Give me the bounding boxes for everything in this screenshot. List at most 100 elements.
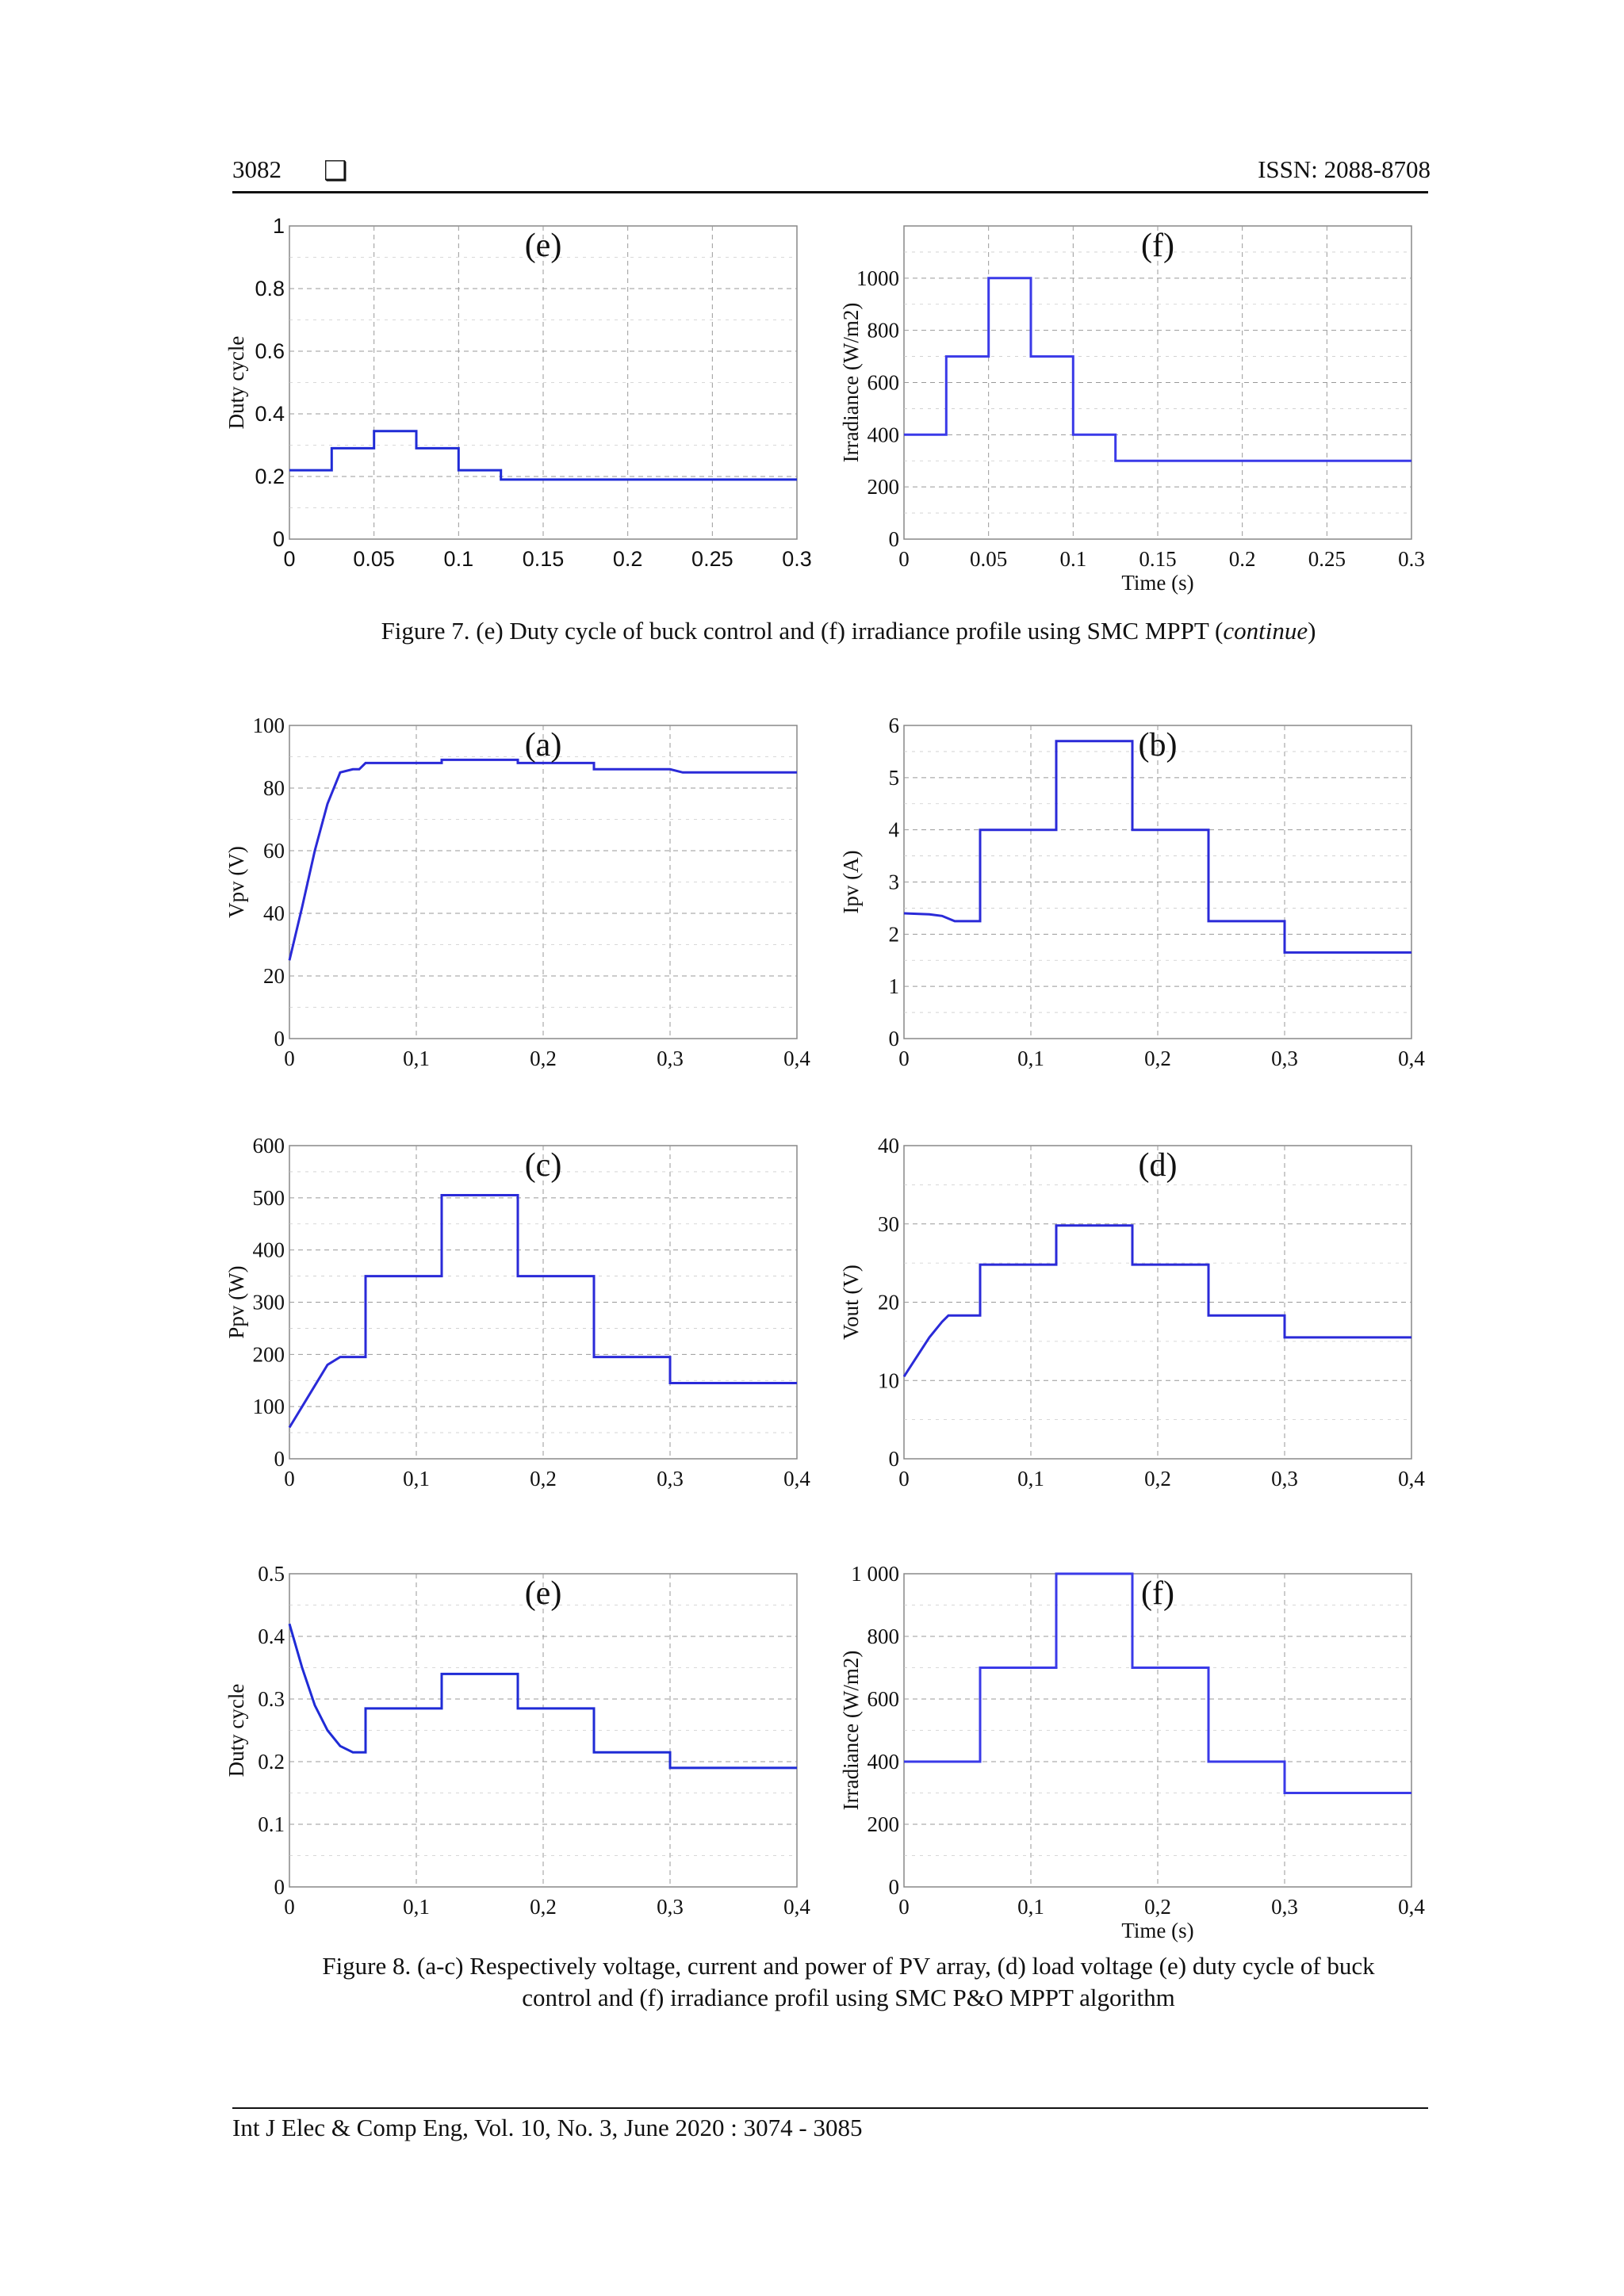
y-tick-label: 800 <box>868 1624 900 1648</box>
x-tick-label: 0,4 <box>1398 1047 1425 1070</box>
x-tick-label: 0,4 <box>1398 1895 1425 1919</box>
panel-label: (d) <box>1139 1147 1178 1184</box>
x-tick-label: 0,4 <box>783 1895 810 1919</box>
x-tick-label: 0.1 <box>444 547 474 571</box>
x-tick-label: 0,1 <box>1017 1467 1044 1490</box>
panel-label: (a) <box>525 727 562 763</box>
x-tick-label: 0,1 <box>403 1467 430 1490</box>
x-tick-label: 0 <box>284 1467 295 1490</box>
x-tick-label: 0.05 <box>970 547 1007 571</box>
y-tick-label: 3 <box>889 871 900 894</box>
x-tick-label: 0,3 <box>657 1895 684 1919</box>
y-tick-label: 1 000 <box>851 1562 899 1586</box>
x-tick-label: 0,2 <box>530 1467 557 1490</box>
y-tick-label: 80 <box>263 776 285 800</box>
y-tick-label: 0.3 <box>258 1687 285 1711</box>
y-axis-label: Ipv (A) <box>839 850 863 913</box>
y-tick-label: 100 <box>253 714 285 737</box>
x-tick-label: 0,2 <box>1144 1895 1171 1919</box>
y-tick-label: 600 <box>868 371 900 395</box>
footer-rule <box>232 2107 1428 2109</box>
footer-citation: Int J Elec & Comp Eng, Vol. 10, No. 3, J… <box>232 2114 863 2141</box>
header-rule <box>232 191 1428 193</box>
x-tick-label: 0,3 <box>1271 1467 1298 1490</box>
chart-fig7e: 0 0.05 0.1 0.15 0.2 0.25 0.3 0 0.2 0.4 0.6 0.8 1 (e) D… <box>224 214 812 571</box>
chart-fig7f: 0 0.05 0.1 0.15 0.2 0.25 0.3 0 200 400 600 800 1000 (… <box>839 225 1425 595</box>
x-tick-label: 0.15 <box>523 547 565 571</box>
y-axis-label: Duty cycle <box>224 1684 248 1777</box>
y-axis-label: Duty cycle <box>224 336 248 430</box>
y-tick-label: 10 <box>878 1368 899 1392</box>
y-tick-label: 4 <box>889 818 900 842</box>
y-tick-label: 0.6 <box>255 339 285 363</box>
figure-7-caption-italic: continue <box>1223 617 1308 645</box>
y-axis-label: Irradiance (W/m2) <box>839 1651 863 1811</box>
panel-label: (b) <box>1139 727 1178 763</box>
x-tick-label: 0 <box>284 1047 295 1070</box>
x-tick-label: 0.05 <box>353 547 395 571</box>
y-tick-label: 200 <box>253 1342 285 1366</box>
y-tick-label: 60 <box>263 839 285 863</box>
x-tick-label: 0.3 <box>1398 547 1425 571</box>
y-tick-label: 5 <box>889 766 900 790</box>
x-tick-label: 0 <box>283 547 295 571</box>
x-tick-label: 0 <box>898 1895 910 1919</box>
panel-label: (e) <box>525 1575 562 1612</box>
y-tick-label: 400 <box>868 1750 900 1774</box>
series-line-fig7e <box>289 430 797 481</box>
y-tick-label: 300 <box>253 1291 285 1314</box>
y-tick-label: 0 <box>889 1447 900 1471</box>
y-tick-label: 200 <box>868 1812 900 1836</box>
series-line-fig8c <box>288 1194 797 1429</box>
y-axis-label: Irradiance (W/m2) <box>839 303 863 463</box>
x-tick-label: 0,3 <box>1271 1895 1298 1919</box>
x-tick-label: 0.2 <box>613 547 643 571</box>
x-tick-label: 0.25 <box>1308 547 1346 571</box>
chart-fig8c: 0 0,1 0,2 0,3 0,4 0 100 200 300 400 500 600 (c) Ppv (… <box>224 1134 810 1490</box>
x-tick-label: 0,1 <box>403 1895 430 1919</box>
x-tick-label: 0,4 <box>783 1467 810 1490</box>
series-line-fig7f <box>904 277 1411 462</box>
series-line-fig8f <box>904 1572 1411 1794</box>
series-line-fig8d <box>902 1224 1411 1378</box>
y-tick-label: 400 <box>253 1238 285 1262</box>
issn: ISSN: 2088-8708 <box>1258 155 1431 183</box>
y-tick-label: 100 <box>253 1395 285 1418</box>
x-tick-label: 0.3 <box>782 547 812 571</box>
x-tick-label: 0 <box>898 1047 910 1070</box>
y-tick-label: 1 <box>889 974 900 998</box>
x-tick-label: 0.1 <box>1059 547 1086 571</box>
x-tick-label: 0 <box>898 1467 910 1490</box>
y-tick-label: 0 <box>274 1027 285 1050</box>
figure-7-caption: Figure 7. (e) Duty cycle of buck control… <box>198 615 1499 647</box>
y-axis-label: Vout (V) <box>839 1265 863 1340</box>
y-tick-label: 40 <box>878 1134 899 1158</box>
y-tick-label: 40 <box>263 901 285 925</box>
y-tick-label: 0 <box>274 1875 285 1899</box>
y-tick-label: 0 <box>273 527 285 551</box>
x-tick-label: 0,3 <box>657 1467 684 1490</box>
x-tick-label: 0,1 <box>1017 1047 1044 1070</box>
x-tick-label: 0.25 <box>691 547 733 571</box>
page-number: 3082 <box>232 155 282 183</box>
y-tick-label: 0 <box>889 527 900 551</box>
x-tick-label: 0,1 <box>1017 1895 1044 1919</box>
x-tick-label: 0.15 <box>1139 547 1176 571</box>
x-tick-label: 0 <box>284 1895 295 1919</box>
x-tick-label: 0,2 <box>530 1047 557 1070</box>
y-tick-label: 30 <box>878 1212 899 1236</box>
y-tick-label: 200 <box>868 475 900 499</box>
chart-fig8e: 0 0,1 0,2 0,3 0,4 0 0.1 0.2 0.3 0.4 0.5 (e) Duty cyc… <box>224 1562 810 1919</box>
y-axis-label: Ppv (W) <box>224 1265 248 1338</box>
y-tick-label: 0.5 <box>258 1562 285 1586</box>
x-tick-label: 0,2 <box>1144 1047 1171 1070</box>
y-tick-label: 0.1 <box>258 1812 285 1836</box>
y-tick-label: 600 <box>868 1687 900 1711</box>
y-axis-label: Vpv (V) <box>224 846 248 918</box>
x-tick-label: 0,4 <box>1398 1467 1425 1490</box>
chart-fig8f: 0 0,1 0,2 0,3 0,4 0 200 400 600 800 1 000 (f) Irradi… <box>839 1562 1425 1942</box>
y-tick-label: 20 <box>878 1291 899 1314</box>
y-tick-label: 600 <box>253 1134 285 1158</box>
figure-7-caption-end: ) <box>1308 617 1316 645</box>
y-tick-label: 1000 <box>856 266 899 290</box>
